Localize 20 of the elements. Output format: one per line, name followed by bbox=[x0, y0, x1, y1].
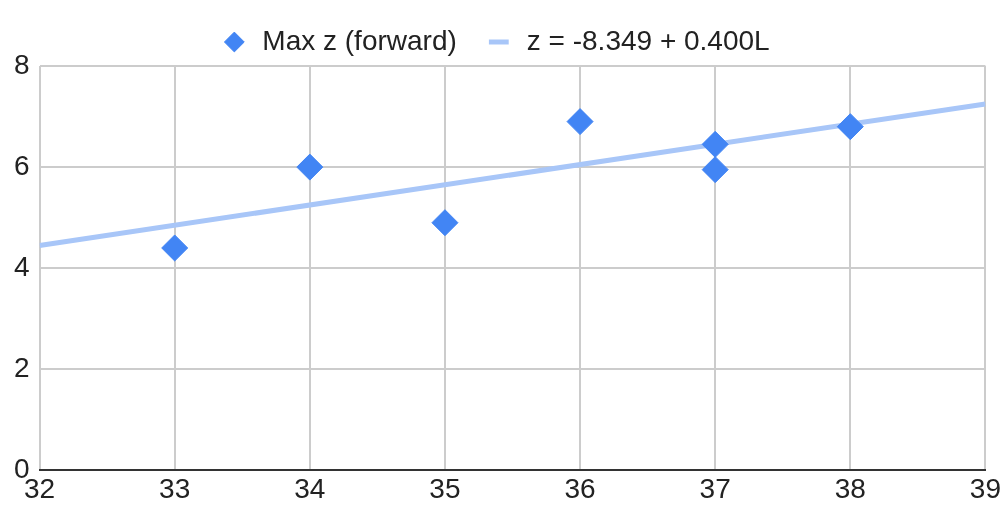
y-tick-label: 2 bbox=[13, 352, 30, 384]
legend-label: z = -8.349 + 0.400L bbox=[526, 24, 770, 56]
y-tick-label: 8 bbox=[13, 48, 30, 80]
legend-label: Max z (forward) bbox=[262, 24, 457, 56]
y-tick-label: 4 bbox=[13, 250, 30, 282]
x-tick-label: 35 bbox=[429, 472, 461, 504]
x-tick-label: 33 bbox=[159, 472, 191, 504]
point bbox=[566, 108, 594, 136]
y-tick-label: 6 bbox=[13, 149, 30, 181]
point bbox=[431, 209, 459, 237]
x-tick-label: 38 bbox=[834, 472, 866, 504]
x-tick-label: 36 bbox=[564, 472, 596, 504]
point bbox=[836, 113, 864, 141]
x-tick-label: 34 bbox=[294, 472, 326, 504]
point bbox=[701, 156, 729, 184]
point bbox=[161, 234, 189, 262]
point bbox=[701, 130, 729, 158]
x-tick-label: 37 bbox=[699, 472, 731, 504]
x-tick-label: 39 bbox=[969, 472, 1002, 504]
point bbox=[296, 153, 324, 181]
